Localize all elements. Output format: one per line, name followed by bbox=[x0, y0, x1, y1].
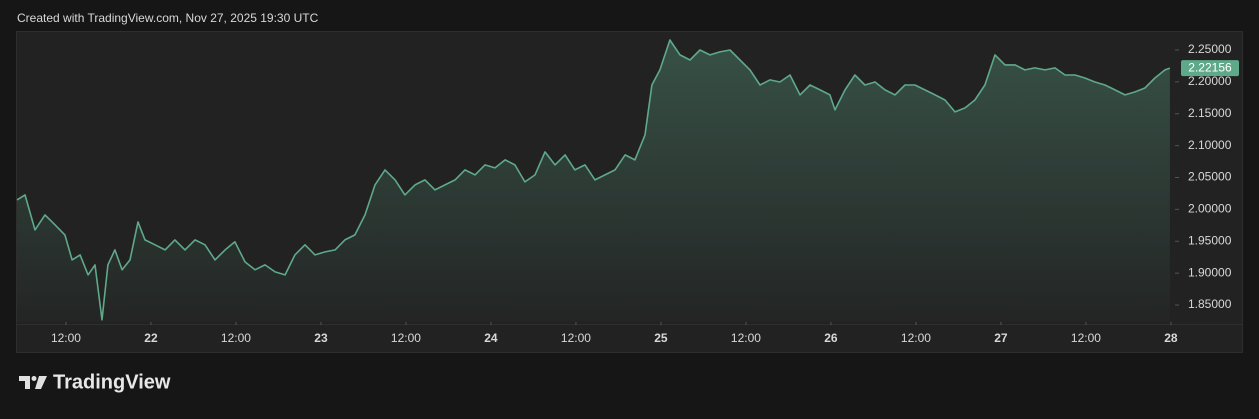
x-tick-label: 12:00 bbox=[221, 331, 251, 345]
area-fill bbox=[17, 40, 1170, 322]
x-tick-label: 25 bbox=[654, 331, 668, 345]
x-tick-label: 12:00 bbox=[391, 331, 421, 345]
x-tick-label: 12:00 bbox=[731, 331, 761, 345]
y-tick-label: 1.90000 bbox=[1188, 265, 1232, 279]
x-tick-label: 12:00 bbox=[561, 331, 591, 345]
last-price-label: 2.22156 bbox=[1188, 60, 1232, 74]
logo-icon bbox=[31, 376, 37, 381]
x-tick-label: 23 bbox=[314, 331, 328, 345]
x-tick-label: 24 bbox=[484, 331, 498, 345]
x-tick-label: 27 bbox=[994, 331, 1008, 345]
x-tick-label: 12:00 bbox=[51, 331, 81, 345]
y-tick-label: 2.25000 bbox=[1188, 42, 1232, 56]
y-tick-label: 2.00000 bbox=[1188, 202, 1232, 216]
y-tick-label: 1.95000 bbox=[1188, 233, 1232, 247]
x-tick-label: 22 bbox=[144, 331, 158, 345]
logo-icon bbox=[35, 376, 47, 389]
y-tick-label: 2.15000 bbox=[1188, 106, 1232, 120]
y-tick-label: 2.10000 bbox=[1188, 138, 1232, 152]
x-tick-label: 28 bbox=[1164, 331, 1178, 345]
y-tick-label: 2.05000 bbox=[1188, 170, 1232, 184]
y-tick-label: 1.85000 bbox=[1188, 297, 1232, 311]
brand-name: TradingView bbox=[53, 371, 171, 393]
x-tick-label: 26 bbox=[824, 331, 838, 345]
logo-icon bbox=[19, 376, 30, 389]
header: Created with TradingView.com, Nov 27, 20… bbox=[17, 11, 319, 25]
x-tick-label: 12:00 bbox=[901, 331, 931, 345]
brand-logo bbox=[19, 376, 47, 389]
x-tick-label: 12:00 bbox=[1071, 331, 1101, 345]
last-price-badge bbox=[1181, 60, 1239, 77]
y-tick-label: 2.20000 bbox=[1188, 74, 1232, 88]
price-line bbox=[16, 39, 1171, 321]
